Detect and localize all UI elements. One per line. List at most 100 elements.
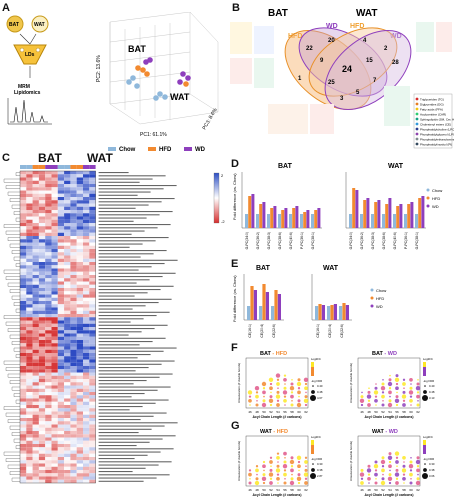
bubble xyxy=(389,395,391,398)
e-bar xyxy=(327,306,331,320)
bubble xyxy=(381,477,385,481)
venn-legend-swatch xyxy=(415,107,419,111)
bubble xyxy=(368,482,370,484)
bubble xyxy=(382,379,384,381)
bubble xyxy=(409,398,413,403)
venn-wd-left: WD xyxy=(326,23,338,30)
bubble xyxy=(374,472,378,477)
venn-legend-swatch xyxy=(415,142,419,146)
bubble xyxy=(262,481,266,485)
venn-legend-swatch xyxy=(415,132,419,136)
bubble xyxy=(296,476,302,481)
venn-center-count: 24 xyxy=(342,64,352,74)
panel-f-label: F xyxy=(231,342,238,354)
bubble xyxy=(401,468,407,473)
venn-legend-item: Phosphatidylglycerol (LPG,PG) xyxy=(420,133,454,137)
bubble xyxy=(303,398,309,403)
bubble-xtick: 56 xyxy=(283,410,287,414)
bubble xyxy=(402,464,406,468)
d-bar xyxy=(295,206,299,228)
pc2-axis-label: PC2: 13.6% xyxy=(96,55,102,82)
bubble-axes xyxy=(357,357,421,409)
bubble xyxy=(290,382,294,386)
bubble xyxy=(289,480,295,486)
svg-text:2.87: 2.87 xyxy=(317,474,323,478)
svg-text:25: 25 xyxy=(328,80,335,86)
bubble xyxy=(304,382,308,386)
bubble xyxy=(381,403,385,407)
bubble xyxy=(262,399,266,403)
bubble xyxy=(409,460,413,464)
bubble xyxy=(297,390,301,395)
bubble-xtick: 50 xyxy=(262,410,266,414)
bubble xyxy=(381,391,385,394)
bubble xyxy=(374,481,378,485)
bubble xyxy=(268,377,274,382)
d-tick: O-PC(34:0) xyxy=(245,232,249,249)
bubble xyxy=(305,391,307,394)
bat-tissue-icon xyxy=(6,15,24,33)
bubble-xtick: 50 xyxy=(262,488,266,492)
bubble-legend-fc: Log2FC xyxy=(311,435,321,439)
bubble xyxy=(262,390,266,395)
bubble xyxy=(261,476,267,481)
d-bar xyxy=(360,214,363,228)
bubble xyxy=(248,395,252,398)
bubble xyxy=(367,476,371,481)
bubble xyxy=(256,400,258,402)
bubble-xlabel: Acyl Chain Length (# carbons) xyxy=(253,415,302,419)
bubble xyxy=(290,394,294,399)
bubble xyxy=(269,382,273,386)
svg-text:4.67: 4.67 xyxy=(317,396,323,400)
bubble-xtick: 62 xyxy=(416,410,420,414)
e-tick: CE(20:4) xyxy=(260,324,264,338)
e-wat-title: WAT xyxy=(323,265,339,272)
bubble-xtick: 52 xyxy=(381,410,385,414)
bubble xyxy=(249,478,251,480)
bubble xyxy=(367,403,371,407)
e-bar xyxy=(277,294,281,320)
svg-text:WD: WD xyxy=(376,304,383,309)
bubble xyxy=(290,391,294,394)
bubble xyxy=(276,476,280,481)
venn-legend-swatch xyxy=(415,137,419,141)
bubble xyxy=(268,398,274,403)
pca-points xyxy=(126,57,191,101)
e-bar xyxy=(345,305,349,320)
bubble-axes xyxy=(357,435,421,487)
d-bar xyxy=(366,198,370,228)
bubble xyxy=(297,473,301,477)
bubble xyxy=(269,403,273,407)
bubble xyxy=(367,390,371,394)
bubble xyxy=(276,399,280,402)
bubble xyxy=(394,472,400,477)
bubble xyxy=(360,481,364,485)
bubble xyxy=(395,386,399,391)
bubble xyxy=(276,390,280,394)
d-tick: O-PC(34:0) xyxy=(349,232,353,249)
bubble xyxy=(409,472,413,477)
bubble xyxy=(261,381,267,387)
d-bar xyxy=(306,210,310,228)
bat-tissue-label: BAT xyxy=(9,22,19,28)
bubble xyxy=(277,461,279,463)
d-bat-title: BAT xyxy=(278,163,293,170)
d-wat-title: WAT xyxy=(388,163,404,170)
d-bar xyxy=(377,200,381,228)
venn-counts: 22 20 4 2 9 25 15 28 1 7 3 5 xyxy=(298,38,399,102)
bubble xyxy=(394,377,400,382)
d-bar xyxy=(396,206,400,228)
bubble-xtick: 52 xyxy=(269,410,273,414)
bubble-xtick: 58 xyxy=(290,488,294,492)
bubble xyxy=(402,390,406,394)
d-bar xyxy=(363,200,367,228)
svg-text:0.40: 0.40 xyxy=(429,384,435,388)
bubble xyxy=(403,482,405,484)
bubble xyxy=(416,394,420,399)
bubble-ylabel: Unsaturation (# double bonds) xyxy=(349,363,353,403)
bubble-title: BAT - HFD xyxy=(260,351,287,357)
bubble xyxy=(388,452,392,456)
bubble xyxy=(359,398,365,403)
panel-d-label: D xyxy=(231,158,239,170)
bubble xyxy=(415,480,421,486)
